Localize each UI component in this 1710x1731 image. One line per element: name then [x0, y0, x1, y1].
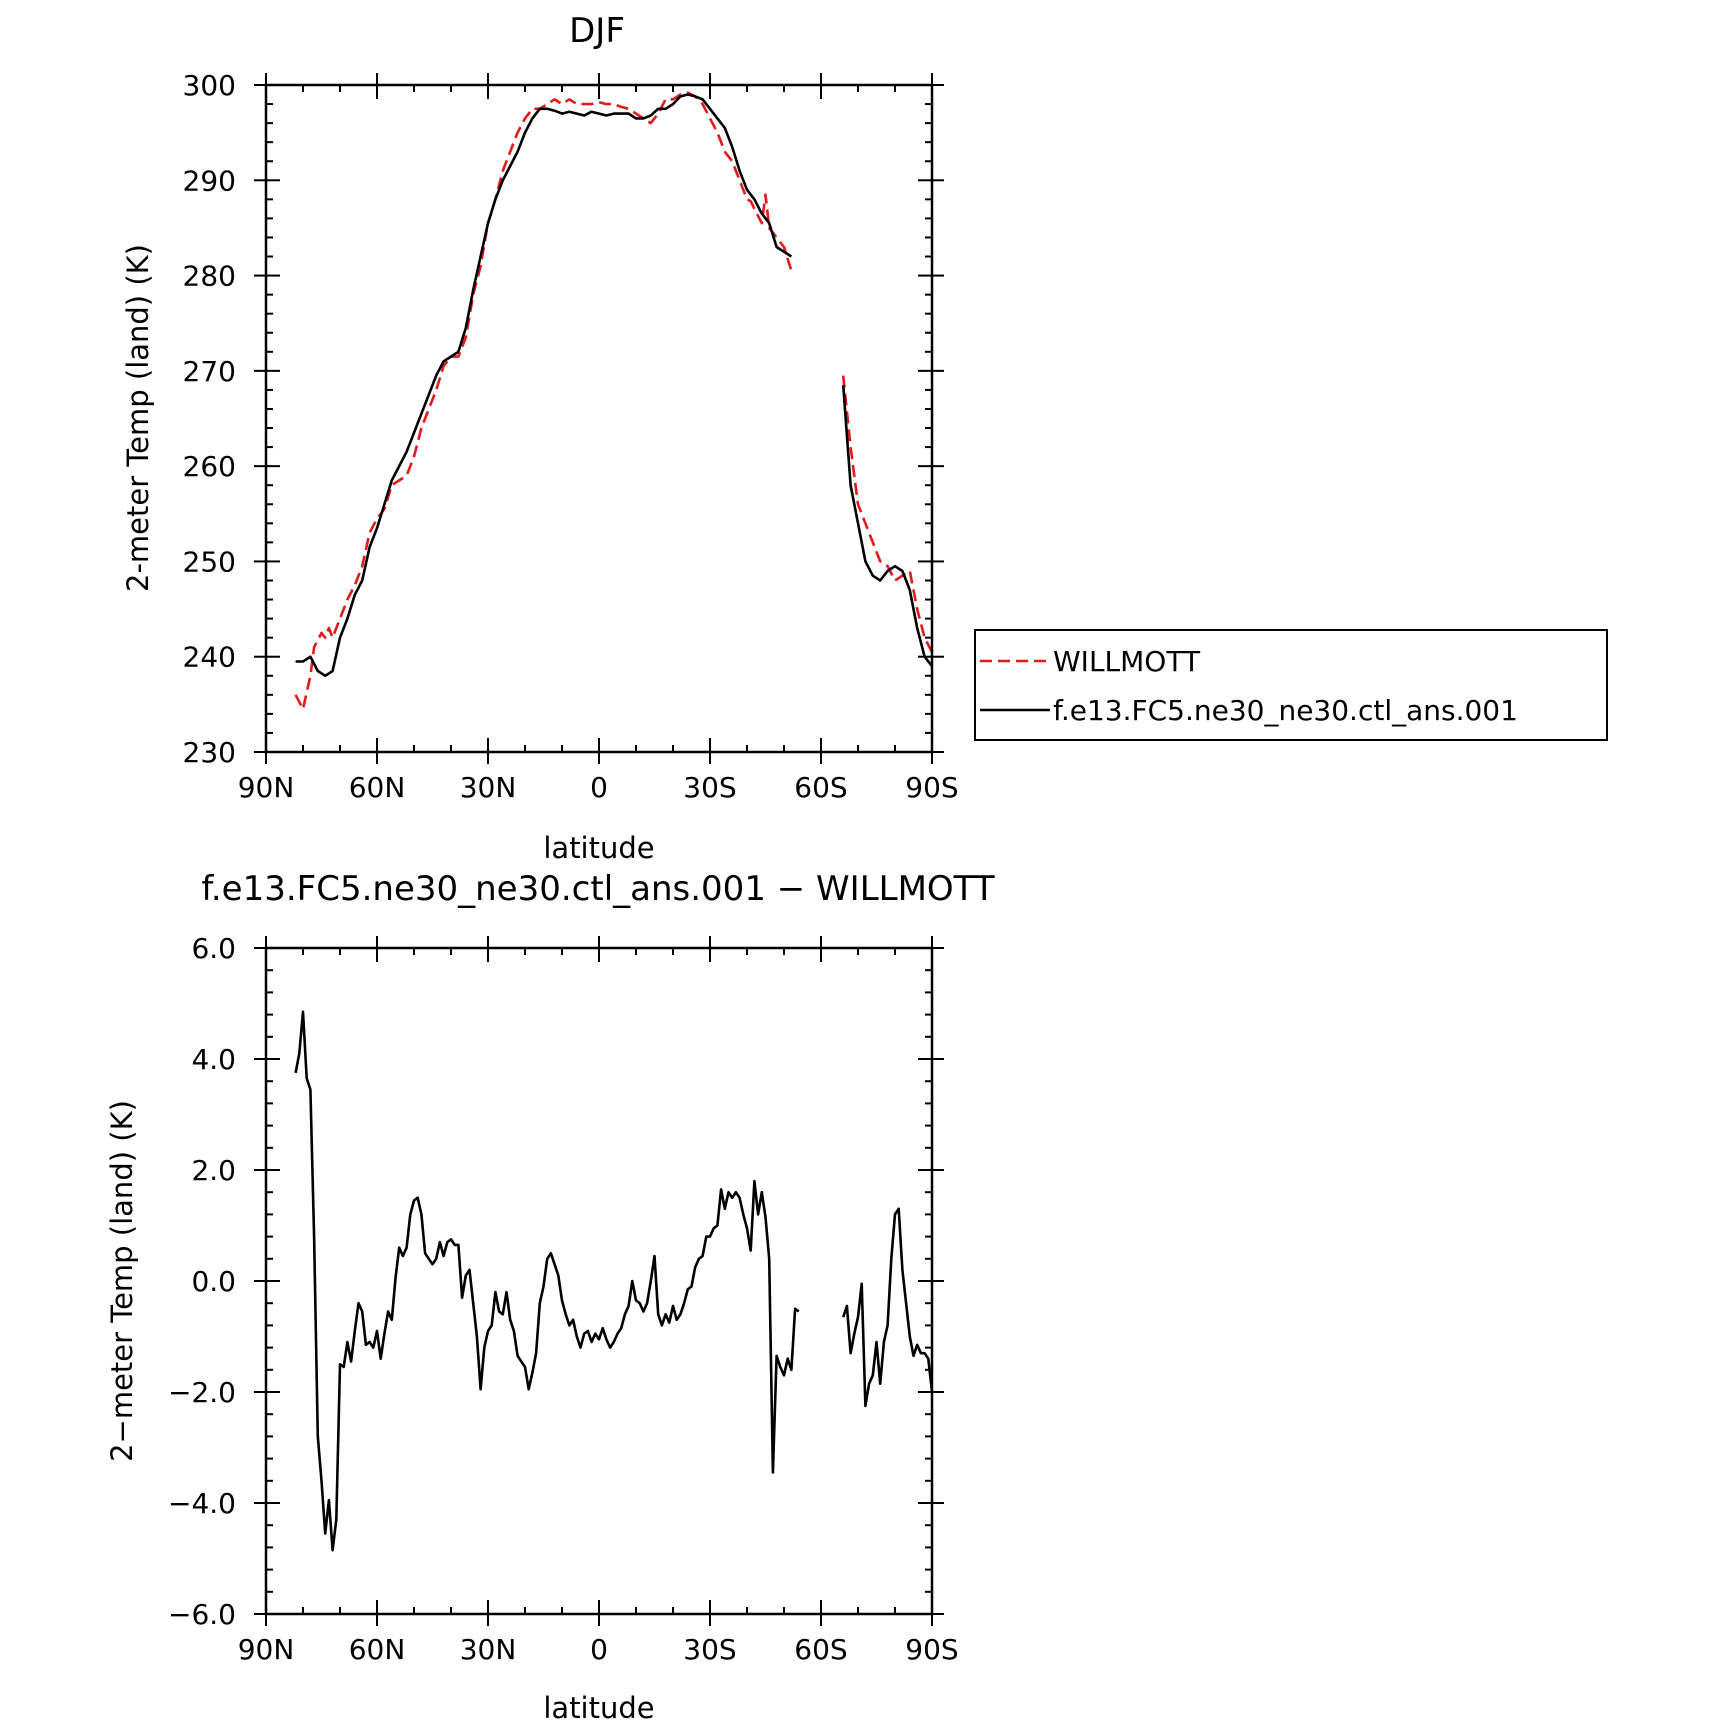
- x-tick-label: 30S: [683, 771, 736, 804]
- y-tick-label: 300: [183, 69, 236, 102]
- x-tick-label: 90N: [238, 771, 295, 804]
- plot-frame: [264, 946, 934, 1616]
- series-line-f-e13-fc5-ne30-ne30-ctl-ans-001: [841, 385, 934, 667]
- x-tick-label: 90N: [238, 1633, 295, 1666]
- x-tick-label: 30N: [460, 1633, 517, 1666]
- y-axis-label: 2−meter Temp (land) (K): [105, 1100, 139, 1462]
- x-axis-label: latitude: [543, 1691, 654, 1725]
- axes: 90N 60N 30N 0 30S 60S 90S −6.0 −4.0 −2.0 0.0 2.0 4.0…: [168, 932, 959, 1666]
- y-tick-label: 2.0: [191, 1154, 236, 1187]
- series-lines: [294, 1010, 934, 1552]
- series-lines: [294, 91, 934, 711]
- series-line-difference: [294, 1010, 800, 1552]
- x-tick-label: 90S: [905, 771, 958, 804]
- x-tick-label: 30N: [460, 771, 517, 804]
- y-tick-label: 260: [183, 450, 236, 483]
- y-tick-label: −2.0: [168, 1376, 236, 1409]
- x-tick-label: 60S: [794, 1633, 847, 1666]
- y-tick-label: −6.0: [168, 1598, 236, 1631]
- y-tick-label: 4.0: [191, 1043, 236, 1076]
- legend-box: [974, 629, 1608, 741]
- x-tick-label: 30S: [683, 1633, 736, 1666]
- x-tick-label: 0: [590, 771, 608, 804]
- x-tick-label: 0: [590, 1633, 608, 1666]
- djf-temperature-chart: DJF 90N 60N 30N 0 30S 60S 90S 230 240 250 260 270 28…: [121, 11, 1608, 865]
- legend-label-willmott: WILLMOTT: [1053, 645, 1201, 678]
- difference-chart: f.e13.FC5.ne30_ne30.ctl_ans.001 − WILLMO…: [105, 869, 995, 1725]
- legend-label-model: f.e13.FC5.ne30_ne30.ctl_ans.001: [1053, 694, 1518, 727]
- y-tick-label: 250: [183, 545, 236, 578]
- y-tick-label: 240: [183, 641, 236, 674]
- series-line-f-e13-fc5-ne30-ne30-ctl-ans-001: [295, 93, 793, 678]
- y-tick-label: 6.0: [191, 932, 236, 965]
- y-axis-label: 2-meter Temp (land) (K): [121, 244, 155, 592]
- x-tick-label: 60N: [349, 1633, 406, 1666]
- y-tick-label: 0.0: [191, 1265, 236, 1298]
- legend: WILLMOTT f.e13.FC5.ne30_ne30.ctl_ans.001: [974, 629, 1608, 741]
- y-tick-label: 270: [183, 355, 236, 388]
- series-line-willmott: [294, 91, 793, 711]
- series-line-willmott: [841, 375, 934, 653]
- y-tick-label: 230: [183, 736, 236, 769]
- chart-title: f.e13.FC5.ne30_ne30.ctl_ans.001 − WILLMO…: [201, 869, 994, 909]
- y-tick-label: −4.0: [168, 1487, 236, 1520]
- x-tick-label: 90S: [905, 1633, 958, 1666]
- chart-title: DJF: [569, 11, 625, 51]
- axes: 90N 60N 30N 0 30S 60S 90S 230 240 250 260 270 280 290…: [183, 69, 959, 804]
- series-line-difference: [841, 1207, 934, 1408]
- x-tick-label: 60N: [349, 771, 406, 804]
- y-tick-label: 290: [183, 164, 236, 197]
- plot-frame: [264, 83, 934, 754]
- x-tick-label: 60S: [794, 771, 847, 804]
- x-axis-label: latitude: [543, 831, 654, 865]
- y-tick-label: 280: [183, 260, 236, 293]
